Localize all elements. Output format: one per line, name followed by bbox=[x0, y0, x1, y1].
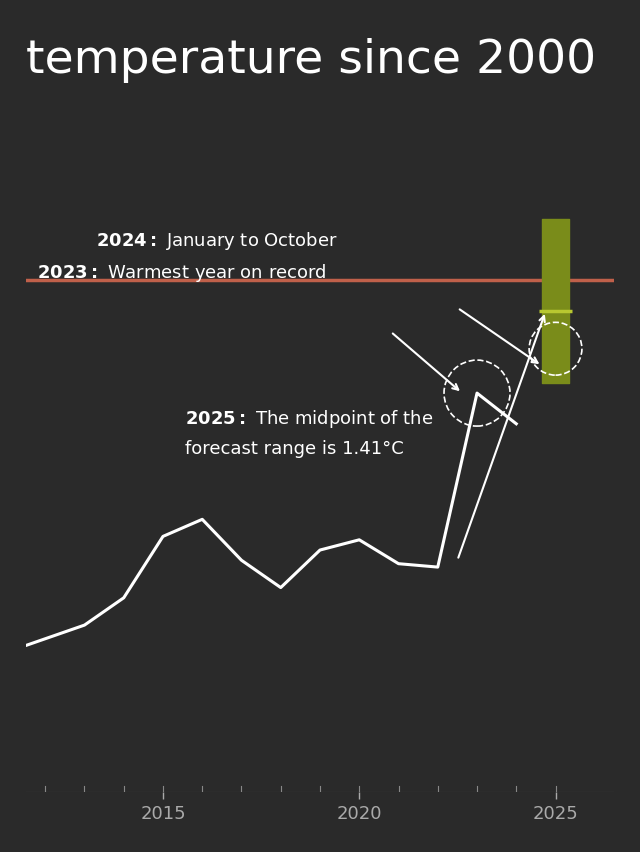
Text: $\bf{2024:}$ January to October: $\bf{2024:}$ January to October bbox=[96, 229, 338, 251]
Text: forecast range is 1.41°C: forecast range is 1.41°C bbox=[184, 439, 403, 458]
Text: temperature since 2000: temperature since 2000 bbox=[26, 38, 596, 83]
Text: $\bf{2025:}$ The midpoint of the: $\bf{2025:}$ The midpoint of the bbox=[184, 408, 433, 429]
Text: $\bf{2023:}$ Warmest year on record: $\bf{2023:}$ Warmest year on record bbox=[37, 262, 327, 284]
